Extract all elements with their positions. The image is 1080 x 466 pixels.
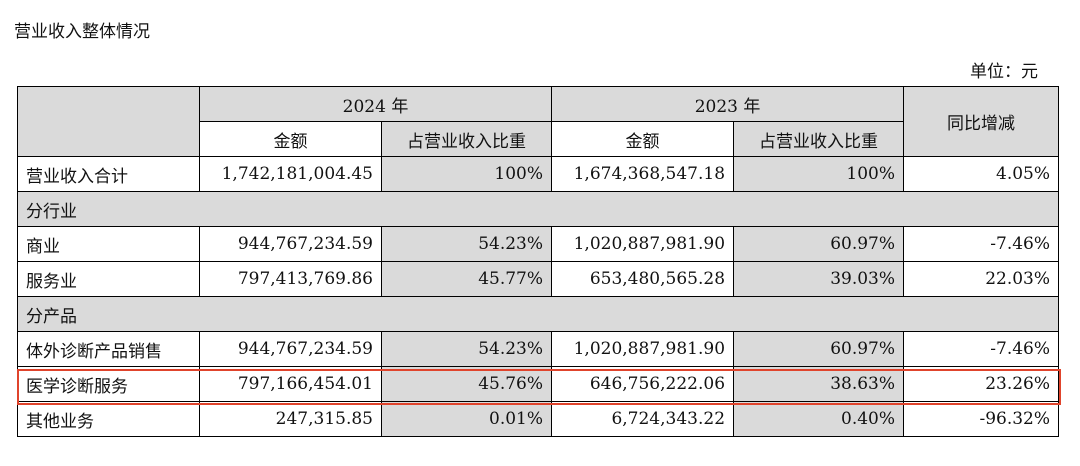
header-ratio-2023: 占营业收入比重 — [733, 121, 905, 157]
yoy-cell: -7.46% — [903, 226, 1060, 262]
header-yoy: 同比增减 — [903, 86, 1060, 157]
section-row: 分行业 — [16, 191, 1060, 227]
yoy-cell: 4.05% — [903, 156, 1060, 192]
amount-2024-cell: 944,767,234.59 — [199, 226, 382, 262]
page-title: 营业收入整体情况 — [14, 22, 150, 42]
amount-2023-cell: 1,674,368,547.18 — [551, 156, 735, 192]
amount-2023-cell: 6,724,343.22 — [551, 401, 735, 437]
ratio-2023-cell: 100% — [733, 156, 905, 192]
amount-2024-cell: 247,315.85 — [199, 401, 382, 437]
amount-2023-cell: 646,756,222.06 — [551, 366, 735, 402]
ratio-2024-cell: 100% — [380, 156, 553, 192]
header-row-columns: 金额 占营业收入比重 金额 占营业收入比重 — [18, 121, 1059, 157]
amount-2023-cell: 1,020,887,981.90 — [551, 331, 735, 367]
ratio-2023-cell: 38.63% — [733, 366, 905, 402]
revenue-table: 2024 年 2023 年 同比增减 金额 占营业收入比重 金额 占营业收入比重… — [16, 86, 1060, 437]
amount-2023-cell: 1,020,887,981.90 — [551, 226, 735, 262]
section-label: 分产品 — [16, 296, 1060, 332]
ratio-2023-cell: 39.03% — [733, 261, 905, 297]
row-label-cell: 商业 — [17, 226, 200, 262]
ratio-2023-cell: 60.97% — [733, 226, 905, 262]
table-row: 服务业 797,413,769.86 45.77% 653,480,565.28 39.… — [17, 261, 1060, 297]
header-amount-2024: 金额 — [199, 121, 382, 157]
header-blank-cell — [17, 86, 200, 157]
header-amount-2023: 金额 — [551, 121, 735, 157]
header-year-2024: 2024 年 — [198, 86, 553, 122]
yoy-cell: 23.26% — [903, 366, 1060, 402]
section-label: 分行业 — [16, 191, 1060, 227]
row-label-cell: 体外诊断产品销售 — [17, 331, 200, 367]
ratio-2024-cell: 45.76% — [380, 366, 553, 402]
section-row: 分产品 — [16, 296, 1060, 332]
ratio-2024-cell: 54.23% — [380, 226, 553, 262]
ratio-2024-cell: 0.01% — [380, 401, 553, 437]
header-year-2023: 2023 年 — [551, 86, 905, 122]
amount-2023-cell: 653,480,565.28 — [551, 261, 735, 297]
table-row: 医学诊断服务 797,166,454.01 45.76% 646,756,222.06… — [17, 366, 1060, 402]
table-row: 其他业务 247,315.85 0.01% 6,724,343.22 0.40% -96.… — [17, 401, 1060, 437]
ratio-2024-cell: 54.23% — [380, 331, 553, 367]
yoy-cell: -7.46% — [903, 331, 1060, 367]
yoy-cell: -96.32% — [903, 401, 1060, 437]
ratio-2023-cell: 0.40% — [733, 401, 905, 437]
yoy-cell: 22.03% — [903, 261, 1060, 297]
header-row-years: 2024 年 2023 年 同比增减 — [17, 86, 1060, 157]
table-row: 体外诊断产品销售 944,767,234.59 54.23% 1,020,887,98… — [17, 331, 1060, 367]
ratio-2024-cell: 45.77% — [380, 261, 553, 297]
amount-2024-cell: 944,767,234.59 — [199, 331, 382, 367]
amount-2024-cell: 797,166,454.01 — [199, 366, 382, 402]
row-label-cell: 服务业 — [17, 261, 200, 297]
unit-label: 单位：元 — [970, 62, 1038, 82]
row-label-cell: 营业收入合计 — [17, 156, 200, 192]
row-label-cell: 医学诊断服务 — [17, 366, 200, 402]
ratio-2023-cell: 60.97% — [733, 331, 905, 367]
table-row: 营业收入合计 1,742,181,004.45 100% 1,674,368,547.… — [17, 156, 1060, 192]
amount-2024-cell: 797,413,769.86 — [199, 261, 382, 297]
table-row: 商业 944,767,234.59 54.23% 1,020,887,981.90 60… — [17, 226, 1060, 262]
row-label-cell: 其他业务 — [17, 401, 200, 437]
amount-2024-cell: 1,742,181,004.45 — [199, 156, 382, 192]
header-ratio-2024: 占营业收入比重 — [380, 121, 553, 157]
